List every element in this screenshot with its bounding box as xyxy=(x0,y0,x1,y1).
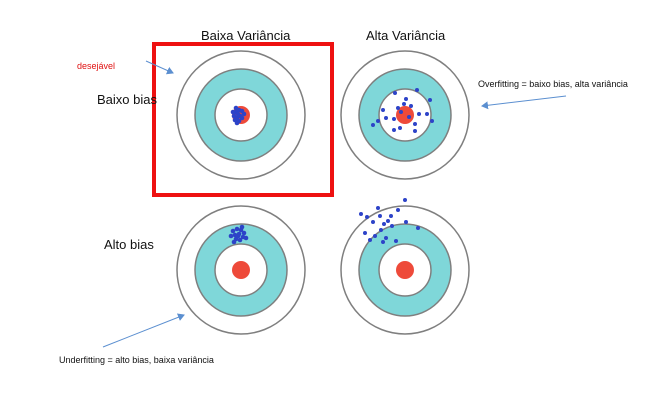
column-title-low-variance: Baixa Variância xyxy=(201,28,291,43)
desirable-label: desejável xyxy=(77,61,116,71)
target-high-bias-low-variance xyxy=(176,205,306,335)
target-high-bias-high-variance xyxy=(340,198,470,335)
hits-scattered xyxy=(371,88,434,133)
overfitting-note: Overfitting = baixo bias, alta variância xyxy=(478,79,628,89)
arrow-underfitting xyxy=(102,313,185,348)
arrow-overfitting xyxy=(481,95,567,110)
bullseye xyxy=(232,261,250,279)
hits-cluster-offset xyxy=(228,224,249,245)
target-low-bias-low-variance xyxy=(176,50,306,180)
highlight-box xyxy=(152,42,334,197)
bullseye xyxy=(396,261,414,279)
hits-scattered-offset xyxy=(359,198,420,244)
row-label-high-bias: Alto bias xyxy=(104,237,154,252)
arrow-desirable xyxy=(145,60,174,75)
hits-cluster xyxy=(230,105,247,126)
column-title-high-variance: Alta Variância xyxy=(366,28,446,43)
underfitting-note: Underfitting = alto bias, baixa variânci… xyxy=(59,355,214,365)
row-label-low-bias: Baixo bias xyxy=(97,92,157,107)
target-low-bias-high-variance xyxy=(340,50,470,180)
